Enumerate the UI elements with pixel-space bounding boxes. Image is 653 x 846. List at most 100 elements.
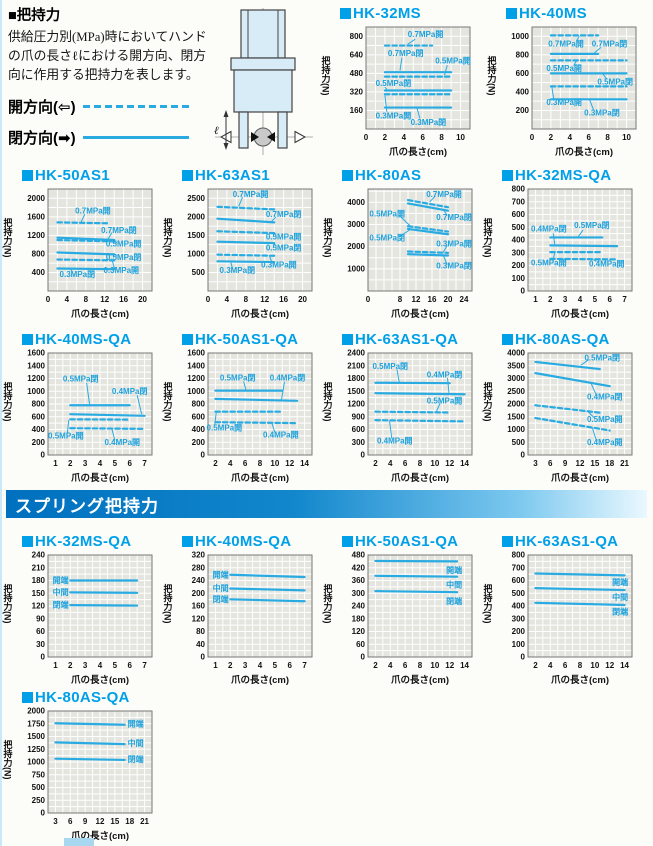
chart-2-HK-50AS1: HK-50AS1 把持力(N) 400 800 1200 1600 2000 0 4 8 12 16 2… — [2, 166, 164, 324]
svg-text:4: 4 — [548, 661, 553, 670]
svg-text:2400: 2400 — [347, 349, 365, 358]
svg-text:1600: 1600 — [27, 212, 45, 221]
svg-text:320: 320 — [350, 87, 364, 96]
series-label: 0.5MPa開 — [266, 233, 302, 242]
series-label: 0.7MPa開 — [75, 206, 111, 215]
x-axis-label: 爪の長さ(cm) — [71, 675, 129, 686]
series-label: 開端 — [446, 565, 462, 575]
chart-3-HK-63AS1: HK-63AS1 把持力(N) 500 1000 1500 2000 2500 0 4 8 12 16… — [162, 166, 324, 324]
series-label: 0.3MPa開 — [546, 98, 582, 107]
svg-text:0: 0 — [41, 653, 46, 662]
svg-text:800: 800 — [32, 249, 46, 258]
chart-9-HK-80AS-QA: HK-80AS-QA 把持力(N) 0 500 1000 1500 2000 2500 3000… — [482, 330, 644, 488]
svg-text:120: 120 — [192, 614, 206, 623]
svg-text:1: 1 — [533, 295, 538, 304]
chart-title: HK-63AS1 — [182, 166, 324, 184]
chart-14-HK-80AS-QA: HK-80AS-QA 把持力(N) 0 250 500 750 1000 1250 1500 17… — [2, 688, 164, 846]
series-line — [549, 244, 619, 248]
series-label: 0.5MPa閉 — [106, 253, 142, 262]
svg-text:200: 200 — [192, 438, 206, 447]
chart-12-HK-50AS1-QA: HK-50AS1-QA 把持力(N) 0 60 120 180 240 300 360 420 48… — [322, 532, 484, 690]
svg-text:0: 0 — [206, 295, 211, 304]
chart-8-HK-63AS1-QA: HK-63AS1-QA 把持力(N) 0 300 600 900 1200 1500 1800 2… — [322, 330, 484, 488]
svg-text:1400: 1400 — [27, 361, 45, 370]
x-axis-label: 爪の長さ(cm) — [555, 147, 613, 158]
svg-text:1000: 1000 — [187, 249, 205, 258]
series-line — [534, 372, 611, 388]
chart-canvas: 0 250 500 750 1000 1250 1500 1750 2000 3 6 9 12 15 18 2… — [27, 707, 153, 842]
open-arrow-icon — [294, 130, 307, 144]
svg-text:360: 360 — [352, 576, 366, 585]
y-axis-label: 把持力(N) — [322, 584, 333, 624]
x-axis-label: 爪の長さ(cm) — [231, 309, 289, 320]
svg-text:7: 7 — [622, 295, 627, 304]
svg-text:1600: 1600 — [27, 349, 45, 358]
svg-text:1: 1 — [213, 661, 218, 670]
svg-text:320: 320 — [192, 551, 206, 560]
svg-text:3: 3 — [53, 817, 58, 826]
y-axis-label: 把持力(N) — [482, 218, 493, 258]
svg-text:60: 60 — [356, 640, 365, 649]
series-line — [69, 427, 146, 430]
svg-text:1: 1 — [53, 661, 58, 670]
y-axis-label: 把持力(N) — [162, 218, 173, 258]
series-label: 0.4MPa閉 — [112, 387, 148, 396]
svg-text:2000: 2000 — [27, 707, 45, 716]
svg-text:2: 2 — [373, 661, 378, 670]
svg-text:6: 6 — [287, 661, 292, 670]
svg-text:7: 7 — [142, 661, 147, 670]
series-label: 0.7MPa開 — [426, 190, 462, 199]
svg-text:180: 180 — [32, 576, 46, 585]
chart-0-HK-32MS: HK-32MS 把持力(N) 160 320 480 640 800 0 2 4 6 8 10 爪の長さ(… — [320, 4, 482, 162]
svg-text:160: 160 — [192, 602, 206, 611]
x-axis-label: 爪の長さ(cm) — [551, 309, 609, 320]
svg-text:4: 4 — [258, 661, 263, 670]
svg-text:600: 600 — [192, 412, 206, 421]
svg-text:6: 6 — [587, 133, 592, 142]
svg-text:10: 10 — [456, 133, 465, 142]
svg-text:8: 8 — [578, 661, 583, 670]
y-axis-label: 把持力(N) — [322, 218, 333, 258]
x-axis-label: 爪の長さ(cm) — [231, 473, 289, 484]
chart-canvas: 0 100 200 300 400 500 600 700 800 2 4 6 8 10 12 14 爪の長さ(… — [512, 551, 633, 686]
svg-text:120: 120 — [32, 602, 46, 611]
series-label: 0.5MPa閉 — [574, 221, 610, 230]
svg-text:2000: 2000 — [187, 212, 205, 221]
series-label: 0.5MPa開 — [531, 258, 567, 267]
series-label: 0.5MPa閉 — [584, 353, 620, 362]
series-label: 0.5MPa閉 — [63, 375, 99, 384]
y-axis-label: 把持力(N) — [482, 584, 493, 624]
svg-text:18: 18 — [125, 817, 134, 826]
svg-text:480: 480 — [350, 69, 364, 78]
svg-text:300: 300 — [512, 614, 526, 623]
svg-text:12: 12 — [445, 661, 454, 670]
legend-open-direction: 開方向(⇦) — [8, 96, 212, 117]
series-line — [374, 392, 466, 396]
y-axis-label: 把持力(N) — [162, 584, 173, 624]
series-line — [534, 360, 601, 371]
svg-text:600: 600 — [352, 425, 366, 434]
series-line — [56, 251, 116, 256]
svg-text:3000: 3000 — [347, 220, 365, 229]
title-square-icon — [342, 333, 353, 345]
svg-text:2: 2 — [548, 295, 553, 304]
svg-text:4: 4 — [98, 459, 103, 468]
chart-title: HK-32MS — [340, 4, 482, 22]
svg-text:0: 0 — [361, 451, 366, 460]
chart-canvas: 200 400 600 800 1000 0 2 4 6 8 10 爪の長さ(cm) 0.7MPa開 0.… — [511, 26, 637, 158]
svg-text:0: 0 — [41, 451, 46, 460]
svg-text:12: 12 — [445, 459, 454, 468]
series-line — [374, 419, 466, 423]
svg-text:5: 5 — [273, 661, 278, 670]
svg-text:2: 2 — [549, 133, 554, 142]
svg-text:800: 800 — [350, 32, 364, 41]
svg-text:800: 800 — [516, 50, 530, 59]
svg-text:480: 480 — [352, 551, 366, 560]
svg-text:240: 240 — [192, 576, 206, 585]
x-axis-label: 爪の長さ(cm) — [551, 675, 609, 686]
series-label: 0.7MPa開 — [548, 40, 584, 49]
series-line — [534, 601, 626, 607]
solid-line-sample — [82, 135, 189, 139]
svg-text:600: 600 — [512, 576, 526, 585]
svg-text:600: 600 — [512, 210, 526, 219]
